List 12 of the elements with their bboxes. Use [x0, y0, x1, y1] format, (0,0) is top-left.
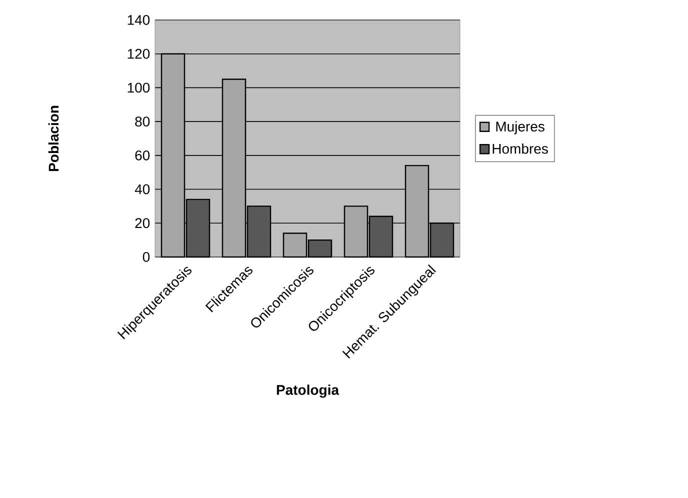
y-tick-label: 20 [135, 218, 150, 228]
y-tick-label: 140 [128, 15, 150, 25]
y-tick-label: 120 [128, 48, 150, 59]
legend-label: Mujeres [496, 121, 544, 134]
x-axis-title: Patologia [276, 384, 340, 398]
y-tick-label: 60 [135, 150, 150, 160]
y-tick-label: 80 [135, 116, 150, 127]
y-axis-title: Poblacion [48, 106, 59, 171]
legend-label: Hombres [492, 143, 548, 154]
y-tick-label: 100 [128, 82, 150, 93]
y-tick-label: 40 [134, 184, 150, 194]
y-tick-label: 0 [142, 252, 150, 262]
